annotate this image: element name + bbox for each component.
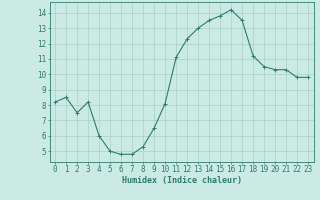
X-axis label: Humidex (Indice chaleur): Humidex (Indice chaleur): [122, 176, 242, 185]
